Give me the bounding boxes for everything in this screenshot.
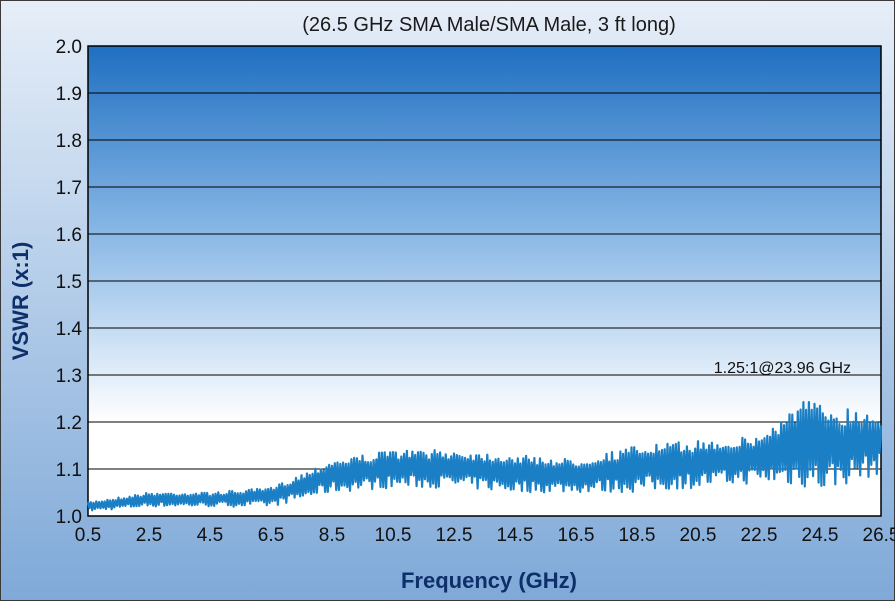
x-tick-label: 0.5 bbox=[75, 525, 101, 546]
x-tick-label: 18.5 bbox=[619, 525, 656, 546]
x-tick-label: 26.5 bbox=[863, 525, 895, 546]
x-tick-label: 12.5 bbox=[436, 525, 473, 546]
x-tick-label: 24.5 bbox=[802, 525, 839, 546]
y-tick-label: 1.8 bbox=[56, 131, 82, 152]
y-tick-label: 1.4 bbox=[56, 319, 83, 340]
x-tick-label: 10.5 bbox=[375, 525, 412, 546]
y-tick-label: 1.9 bbox=[56, 84, 82, 105]
y-tick-label: 1.6 bbox=[56, 225, 82, 246]
peak-annotation: 1.25:1@23.96 GHz bbox=[714, 360, 851, 377]
y-tick-label: 1.2 bbox=[56, 413, 82, 434]
y-tick-labels: 1.0 1.1 1.2 1.3 1.4 1.5 1.6 1.7 1.8 1.9 2.0 bbox=[56, 37, 83, 528]
y-tick-label: 1.3 bbox=[56, 366, 82, 387]
chart-title: (26.5 GHz SMA Male/SMA Male, 3 ft long) bbox=[302, 14, 675, 36]
x-tick-label: 6.5 bbox=[258, 525, 284, 546]
y-tick-label: 2.0 bbox=[56, 37, 82, 58]
y-tick-label: 1.1 bbox=[56, 460, 82, 481]
y-tick-label: 1.5 bbox=[56, 272, 82, 293]
x-axis-label: Frequency (GHz) bbox=[401, 568, 577, 593]
x-tick-label: 16.5 bbox=[558, 525, 595, 546]
vswr-series-line bbox=[86, 401, 883, 512]
y-axis-label: VSWR (x:1) bbox=[8, 242, 33, 361]
x-tick-label: 8.5 bbox=[319, 525, 345, 546]
y-tick-label: 1.7 bbox=[56, 178, 82, 199]
x-tick-label: 20.5 bbox=[680, 525, 717, 546]
x-tick-label: 2.5 bbox=[136, 525, 162, 546]
x-tick-label: 22.5 bbox=[741, 525, 778, 546]
series-layer bbox=[86, 401, 883, 512]
y-tick-label: 1.0 bbox=[56, 507, 82, 528]
x-tick-label: 14.5 bbox=[497, 525, 534, 546]
x-tick-label: 4.5 bbox=[197, 525, 223, 546]
x-tick-labels: 0.5 2.5 4.5 6.5 8.5 10.5 12.5 14.5 16.5 18.5 20.5 2… bbox=[75, 525, 895, 546]
